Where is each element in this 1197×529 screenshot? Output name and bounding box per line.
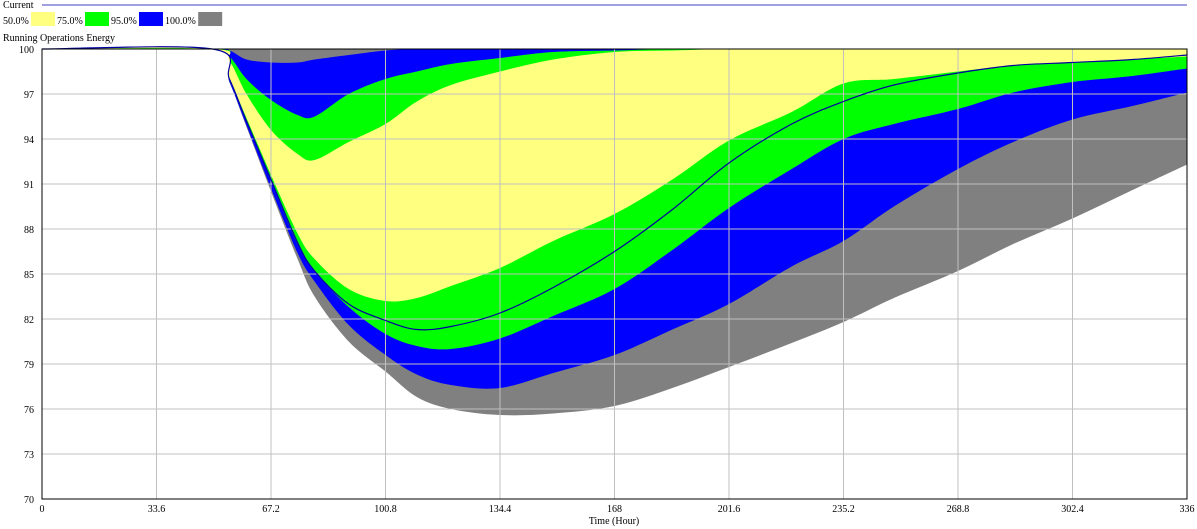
y-tick-label-4: 82 [24,315,34,326]
plot-frame [41,48,1188,500]
plot-grid [42,49,1187,499]
plot-series [41,46,1188,331]
x-tick-label-5: 168 [607,504,622,515]
legend-swatch-0 [31,12,55,26]
x-tick-label-1: 33.6 [148,504,166,515]
legend-swatch-2 [139,12,163,26]
y-tick-label-10: 100 [19,45,34,56]
x-tick-label-10: 336 [1180,504,1195,515]
y-tick-label-7: 91 [24,180,34,191]
x-tick-label-8: 268.8 [947,504,970,515]
x-tick-label-0: 0 [40,504,45,515]
legend-label-1: 75.0% [57,16,83,27]
y-tick-label-2: 76 [24,405,34,416]
x-tick-label-9: 302.4 [1061,504,1084,515]
x-tick-label-7: 235.2 [832,504,855,515]
legend-label-0: 50.0% [3,16,29,27]
legend-label-2: 95.0% [111,16,137,27]
y-tick-label-1: 73 [24,450,34,461]
x-tick-label-6: 201.6 [718,504,741,515]
legend-label-3: 100.0% [165,16,196,27]
y-tick-label-0: 70 [24,495,34,506]
legend: 50.0% 75.0% 95.0% 100.0% [3,12,223,27]
y-tick-label-9: 97 [24,90,34,101]
x-axis-label: Time (Hour) [589,516,639,527]
y-tick-label-3: 79 [24,360,34,371]
x-tick-label-3: 100.8 [374,504,397,515]
y-tick-label-5: 85 [24,270,34,281]
legend-swatch-3 [198,12,223,26]
tick-labels: 0 33.6 67.2 100.8 134.4 168 201.6 235.2 268.8 302… [19,45,1195,515]
y-tick-label-8: 94 [24,135,34,146]
y-tick-label-6: 88 [24,225,34,236]
series-line-0 [41,46,1188,331]
x-tick-label-2: 67.2 [262,504,280,515]
run-name-label: Current [3,0,34,11]
x-tick-label-4: 134.4 [489,504,512,515]
legend-swatch-1 [85,12,109,26]
chart-title: Running Operations Energy [3,33,115,44]
